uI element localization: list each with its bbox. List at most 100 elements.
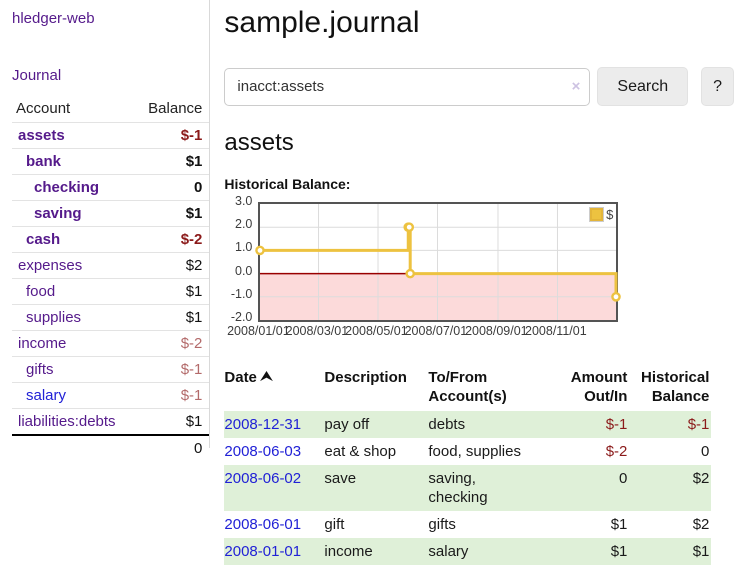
transaction-description: income xyxy=(324,543,373,560)
account-column-header: Account xyxy=(16,100,71,117)
y-axis-tick-label: 2.0 xyxy=(235,217,253,232)
tofrom-column-header: To/From Account(s) xyxy=(428,369,507,405)
y-axis-tick-label: 3.0 xyxy=(235,194,253,208)
account-link-cash[interactable]: cash xyxy=(26,231,61,248)
register-row: 2008-06-02 save saving, checking 0 $2 xyxy=(224,465,712,511)
x-axis-tick-label: 2008/11/01 xyxy=(525,324,587,338)
search-button[interactable]: Search xyxy=(597,67,689,106)
account-link-assets[interactable]: assets xyxy=(18,127,65,144)
transaction-amount: 0 xyxy=(619,470,628,487)
account-link-saving[interactable]: saving xyxy=(34,205,82,222)
account-link-checking[interactable]: checking xyxy=(34,179,100,196)
account-balance: $1 xyxy=(134,148,210,175)
search-form: × Search ? xyxy=(224,67,734,106)
register-row: 2008-12-31 pay off debts $-1 $-1 xyxy=(224,411,712,438)
account-link-income[interactable]: income xyxy=(18,335,67,352)
register-row: 2008-01-01 income salary $1 $1 xyxy=(224,538,712,565)
search-input[interactable] xyxy=(224,67,591,106)
chart-legend: $ xyxy=(589,207,613,222)
chart-title: Historical Balance: xyxy=(224,176,351,192)
transaction-amount: $1 xyxy=(610,516,628,533)
account-row: liabilities:debts $1 xyxy=(12,408,210,435)
account-balance: $-2 xyxy=(134,226,210,253)
app-title-link[interactable]: hledger-web xyxy=(12,10,95,27)
account-row: cash $-2 xyxy=(12,226,210,253)
transaction-description: save xyxy=(324,470,357,487)
x-axis-tick-label: 2008/03/01 xyxy=(285,324,349,338)
account-row: salary $-1 xyxy=(12,382,210,409)
account-link-food[interactable]: food xyxy=(26,283,56,300)
account-row: bank $1 xyxy=(12,148,210,175)
account-balance: $1 xyxy=(134,278,210,305)
account-balance: $1 xyxy=(134,200,210,227)
account-balance: $1 xyxy=(134,408,210,435)
x-axis-tick-label: 2008/01/01 xyxy=(227,324,290,338)
transaction-date-link[interactable]: 2008-06-03 xyxy=(224,443,302,460)
account-row: saving $1 xyxy=(12,200,210,227)
transaction-balance: 0 xyxy=(701,443,710,460)
account-row: checking 0 xyxy=(12,174,210,201)
help-button[interactable]: ? xyxy=(701,67,734,106)
account-row: food $1 xyxy=(12,278,210,305)
account-balance: $1 xyxy=(134,304,210,331)
journal-link[interactable]: Journal xyxy=(12,67,62,84)
account-balance: $-1 xyxy=(134,382,210,409)
balance-column-header: Balance xyxy=(148,100,203,117)
account-link-bank[interactable]: bank xyxy=(26,153,62,170)
search-box: × xyxy=(224,67,591,106)
sort-asc-icon xyxy=(259,368,273,387)
register-table: Date Description To/From Account(s) Amoun… xyxy=(224,366,712,565)
account-link-expenses[interactable]: expenses xyxy=(18,257,83,274)
transaction-date-link[interactable]: 2008-12-31 xyxy=(224,416,302,433)
account-link-liabilities-debts[interactable]: liabilities:debts xyxy=(18,413,116,430)
main-content: sample.journal × Search ? assets Histori… xyxy=(210,0,742,565)
accounts-table: Account Balance assets $-1 bank $1 checking 0… xyxy=(12,97,210,461)
page-title: sample.journal xyxy=(224,6,420,39)
transaction-accounts: saving, checking xyxy=(428,470,488,506)
x-axis-tick-label: 2008/05/01 xyxy=(345,324,408,338)
account-balance: $-1 xyxy=(134,122,210,149)
account-balance: $2 xyxy=(134,252,210,279)
date-column-header[interactable]: Date xyxy=(224,366,324,411)
transaction-date-link[interactable]: 2008-01-01 xyxy=(224,543,302,560)
y-axis-tick-label: -2.0 xyxy=(230,310,253,324)
description-column-header: Description xyxy=(324,369,407,386)
legend-label: $ xyxy=(606,207,614,222)
amount-column-header: Amount Out/In xyxy=(570,369,628,405)
accounts-table-header: Account Balance xyxy=(12,97,209,123)
accounts-total-value: 0 xyxy=(134,434,210,461)
account-heading: assets xyxy=(224,129,294,156)
clear-search-icon[interactable]: × xyxy=(571,77,581,95)
transaction-accounts: gifts xyxy=(428,516,456,533)
transaction-accounts: food, supplies xyxy=(428,443,521,460)
register-row: 2008-06-03 eat & shop food, supplies $-2 0 xyxy=(224,438,711,465)
transaction-amount: $1 xyxy=(610,543,628,560)
account-row: expenses $2 xyxy=(12,252,210,279)
x-axis-tick-label: 2008/07/01 xyxy=(404,324,468,338)
accounts-total-row: 0 xyxy=(12,434,210,461)
register-header-row: Date Description To/From Account(s) Amoun… xyxy=(224,366,711,411)
x-axis-tick-label: 2008/09/01 xyxy=(465,324,528,338)
y-axis-tick-label: 0.0 xyxy=(235,263,253,278)
y-axis-tick-label: 1.0 xyxy=(235,240,253,255)
account-balance: 0 xyxy=(134,174,210,201)
account-link-salary[interactable]: salary xyxy=(26,387,67,404)
account-balance: $-2 xyxy=(134,330,210,357)
transaction-balance: $-1 xyxy=(687,416,710,433)
page: hledger-web Journal Account Balance asse… xyxy=(0,0,742,565)
account-link-supplies[interactable]: supplies xyxy=(26,309,82,326)
app-title: hledger-web xyxy=(12,10,209,27)
transaction-accounts: salary xyxy=(428,543,469,560)
transaction-date-link[interactable]: 2008-06-01 xyxy=(224,516,302,533)
sidebar: hledger-web Journal Account Balance asse… xyxy=(0,0,211,461)
account-row: assets $-1 xyxy=(12,122,210,149)
transaction-date-link[interactable]: 2008-06-02 xyxy=(224,470,302,487)
y-axis-tick-label: -1.0 xyxy=(230,286,253,301)
account-row: income $-2 xyxy=(12,330,210,357)
legend-swatch-icon xyxy=(589,207,605,222)
chart-plot-area: $ xyxy=(255,202,622,322)
balance-column-header: Historical Balance xyxy=(641,369,710,405)
account-row: supplies $1 xyxy=(12,304,210,331)
transaction-description: pay off xyxy=(324,416,370,433)
account-link-gifts[interactable]: gifts xyxy=(26,361,54,378)
